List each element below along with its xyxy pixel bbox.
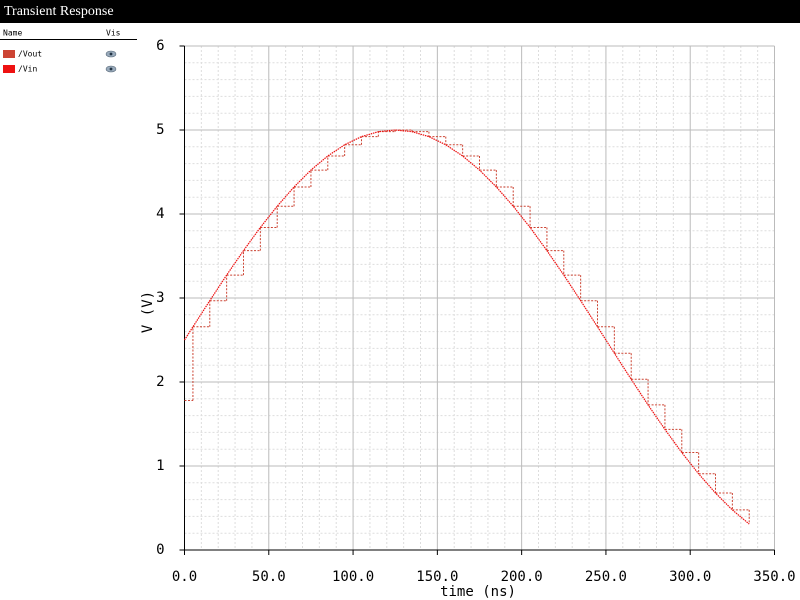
legend-swatch [3, 50, 15, 58]
legend-header-name: Name [3, 29, 22, 38]
y-tick-label: 6 [156, 38, 164, 54]
y-tick-label: 1 [156, 458, 164, 474]
y-tick-label: 3 [156, 290, 164, 306]
legend-header-vis: Vis [106, 29, 121, 38]
y-tick-label: 0 [156, 542, 164, 558]
visibility-pupil [109, 52, 113, 56]
x-tick-label: 50.0 [252, 569, 286, 585]
y-tick-label: 2 [156, 374, 164, 390]
y-axis-label: V (V) [140, 291, 156, 333]
x-tick-label: 300.0 [669, 569, 711, 585]
x-tick-label: 200.0 [501, 569, 543, 585]
x-axis-label: time (ns) [440, 584, 516, 600]
legend-swatch [3, 65, 15, 73]
legend-label: /Vin [18, 65, 37, 74]
series-line [183, 129, 750, 525]
x-tick-label: 100.0 [332, 569, 374, 585]
x-tick-label: 150.0 [416, 569, 458, 585]
x-tick-label: 0.0 [172, 569, 197, 585]
y-tick-label: 5 [156, 122, 164, 138]
visibility-pupil [109, 67, 113, 71]
y-tick-label: 4 [156, 206, 164, 222]
x-tick-label: 350.0 [753, 569, 795, 585]
title-bar [0, 0, 800, 23]
legend-label: /Vout [18, 50, 42, 59]
x-tick-label: 250.0 [585, 569, 627, 585]
window-title: Transient Response [4, 4, 114, 19]
legend: /Vout/Vin [3, 50, 117, 74]
